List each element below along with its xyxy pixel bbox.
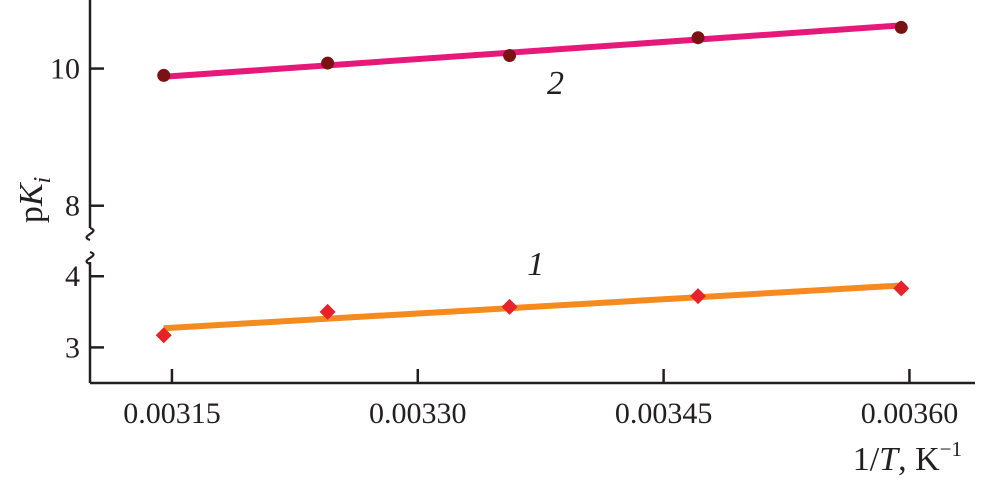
series-2-point <box>321 56 335 70</box>
series-1-point <box>319 303 336 320</box>
y-axis-title: pKi <box>13 177 56 223</box>
series-2-point <box>691 31 705 45</box>
series-1-label: 1 <box>527 246 544 283</box>
series-2-point <box>157 68 171 82</box>
x-tick-label: 0.00315 <box>123 397 221 430</box>
y-tick-label: 4 <box>65 260 80 293</box>
axis-break-mark <box>85 226 95 266</box>
series-1-point <box>501 298 518 315</box>
y-tick-label: 3 <box>65 331 80 364</box>
x-axis-ticks: 0.00315 0.00330 0.00345 0.00360 <box>123 369 958 430</box>
series-2-point <box>894 20 908 34</box>
series-2-fit-line <box>163 22 902 80</box>
x-axis-title: 1/T, K−1 <box>853 437 962 478</box>
series-1-point <box>155 327 172 344</box>
x-tick-label: 0.00345 <box>615 397 713 430</box>
fit-lines <box>163 22 902 332</box>
x-tick-label: 0.00330 <box>369 397 467 430</box>
x-tick-label: 0.00360 <box>861 397 959 430</box>
y-tick-label: 8 <box>65 190 80 223</box>
series-labels: 12 <box>527 65 564 283</box>
series-2-point <box>503 49 517 63</box>
y-tick-label: 10 <box>50 53 80 86</box>
series-1-point <box>690 288 707 305</box>
series-1-fit-line <box>163 282 902 332</box>
axes-frame <box>85 0 975 385</box>
data-markers <box>155 20 910 344</box>
series-1-point <box>893 280 910 297</box>
series-2-label: 2 <box>547 65 564 102</box>
y-axis-ticks: 3 4 8 10 <box>50 53 104 364</box>
